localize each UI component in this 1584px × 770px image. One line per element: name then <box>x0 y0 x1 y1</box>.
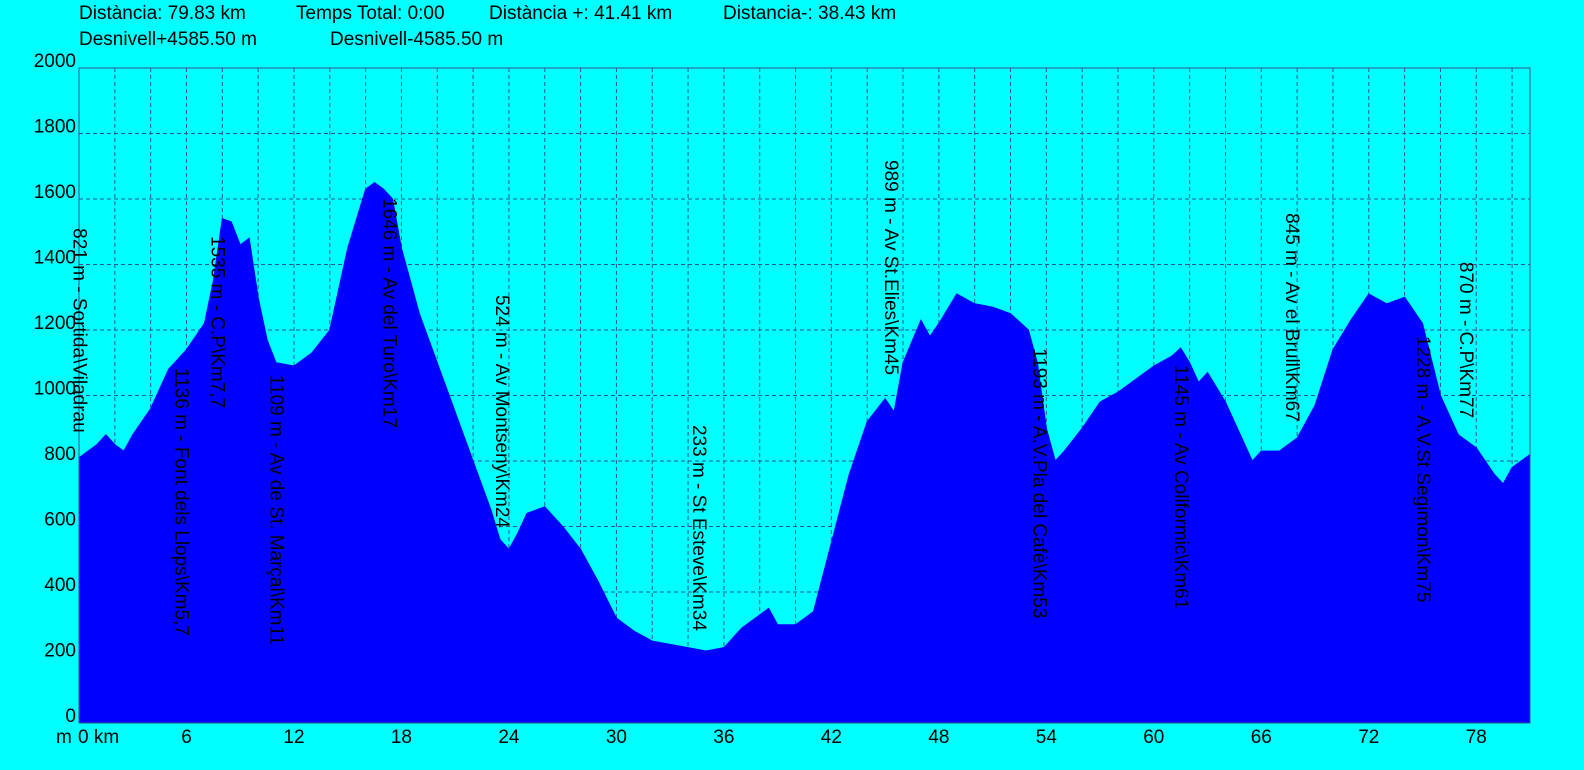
annotation: 1145 m - Av Collformic\Km61 <box>1170 365 1191 609</box>
y-tick-label: 1400 <box>34 248 76 269</box>
x-tick-label: 36 <box>713 727 734 748</box>
elevation-area <box>78 182 1531 724</box>
annotation: 1136 m - Font dels Llops\Km5,7 <box>170 368 191 636</box>
y-tick-label: 1000 <box>34 379 76 400</box>
summary-text: Temps Total: 0:00 <box>296 3 445 24</box>
y-tick-label: 0 <box>65 706 76 727</box>
x-tick-label: 42 <box>821 727 842 748</box>
annotation: 1228 m - A.V.St Segimon\Km75 <box>1412 336 1433 603</box>
annotation: 1109 m - Av de St. Marçal\Km11 <box>265 375 286 645</box>
summary-text: Distància: 79.83 km <box>79 3 246 24</box>
x-tick-label: 48 <box>928 727 949 748</box>
y-tick-label: 600 <box>44 510 76 531</box>
y-tick-label: 200 <box>44 641 76 662</box>
y-tick-label: 400 <box>44 575 76 596</box>
annotation: 1646 m - Av del Turo\Km17 <box>378 198 399 428</box>
y-tick-label: 1800 <box>34 117 76 138</box>
annotation: 870 m - C.P\Km77 <box>1455 262 1476 418</box>
annotation: 1535 m - C.P\Km7,7 <box>206 236 227 408</box>
annotation: 524 m - Av Montseny\Km24 <box>491 295 512 528</box>
x-tick-label: 6 <box>181 727 192 748</box>
y-tick-label: 800 <box>44 444 76 465</box>
summary-text: Desnivell-4585.50 m <box>330 29 503 50</box>
x-tick-label: 66 <box>1251 727 1272 748</box>
annotation: 989 m - Av St.Elies\Km45 <box>880 160 901 375</box>
y-tick-label: 1600 <box>34 182 76 203</box>
x-tick-label: 60 <box>1143 727 1164 748</box>
y-tick-label: 2000 <box>34 51 76 72</box>
y-axis-label: m <box>56 727 72 748</box>
x-tick-label: 18 <box>391 727 412 748</box>
x-tick-label: 24 <box>498 727 520 748</box>
annotation: 821 m - Sortida\Viladrau <box>68 228 89 433</box>
annotation: 845 m - Av el Brull\Km67 <box>1281 213 1302 422</box>
x-tick-label: 30 <box>606 727 627 748</box>
x-tick-label: 78 <box>1466 727 1487 748</box>
summary-text: Distancia-: 38.43 km <box>723 3 896 24</box>
summary-text: Desnivell+4585.50 m <box>79 29 257 50</box>
x-tick-label: 0 km <box>78 727 119 748</box>
annotation: 233 m - St Esteve\Km34 <box>688 425 709 631</box>
plot-frame <box>78 67 1531 724</box>
annotation: 1193 m - A.V.Pla del Cafè\Km53 <box>1029 348 1050 618</box>
summary-text: Distància +: 41.41 km <box>489 3 672 24</box>
x-tick-label: 54 <box>1036 727 1058 748</box>
x-tick-label: 72 <box>1358 727 1379 748</box>
y-tick-label: 1200 <box>34 313 76 334</box>
x-tick-label: 12 <box>283 727 304 748</box>
